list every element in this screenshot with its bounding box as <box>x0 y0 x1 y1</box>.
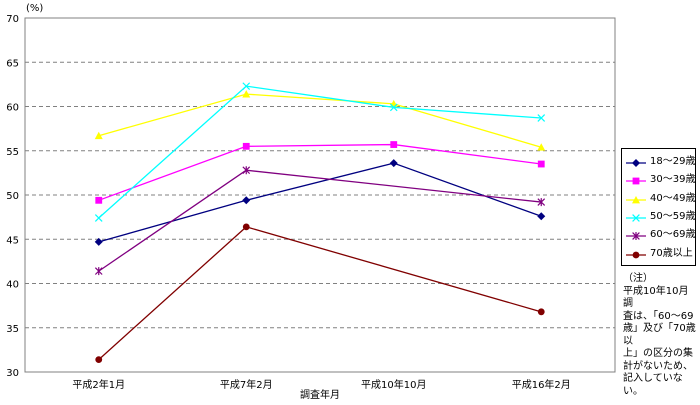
note-heading: （注） <box>623 273 653 284</box>
legend-marker <box>632 214 640 222</box>
data-point <box>242 223 250 231</box>
series-lines <box>94 82 546 364</box>
y-tick-label: 50 <box>6 191 19 202</box>
x-axis-title: 調査年月 <box>300 388 340 401</box>
note-body: 平成10年10月調 査は、「60～69 歳」及び「70歳以 上」の区分の集 計が… <box>623 285 696 397</box>
legend-item: 70歳以上 <box>622 246 697 263</box>
y-tick-label: 45 <box>6 235 19 246</box>
data-point <box>94 237 103 246</box>
data-point <box>94 214 103 222</box>
legend-swatch <box>626 251 646 258</box>
x-tick-label: 平成2年1月 <box>72 378 125 391</box>
legend-marker <box>632 159 640 167</box>
series-1 <box>94 159 546 246</box>
legend-swatch <box>626 177 646 185</box>
legend-marker <box>632 195 640 203</box>
data-point <box>537 114 546 122</box>
legend-swatch <box>626 214 646 222</box>
legend-label: 40～49歳 <box>650 192 696 204</box>
legend-label: 30～39歳 <box>650 174 696 186</box>
series-3 <box>94 90 546 151</box>
legend-marker <box>632 251 640 258</box>
data-point <box>537 143 546 151</box>
legend-item: 60～69歳 <box>622 227 697 244</box>
series-line <box>98 226 542 361</box>
data-point <box>242 166 251 175</box>
x-tick-label: 平成7年2月 <box>220 378 273 391</box>
series-line <box>98 143 542 201</box>
y-tick-label: 40 <box>6 280 19 291</box>
data-point <box>389 159 398 168</box>
gridlines <box>25 61 615 329</box>
legend-item: 18～29歳 <box>622 154 697 171</box>
series-line <box>98 93 542 148</box>
legend-item: 50～59歳 <box>622 209 697 226</box>
series-6 <box>95 223 545 364</box>
series-5 <box>94 166 546 276</box>
y-tick-label: 65 <box>6 58 19 69</box>
chart-note: （注） 平成10年10月調 査は、「60～69 歳」及び「70歳以 上」の区分の… <box>623 273 697 398</box>
legend-marker <box>632 232 640 241</box>
y-tick-labels: 30 35 40 45 50 55 60 65 70 <box>6 14 19 379</box>
x-tick-label: 平成16年2月 <box>512 378 571 391</box>
legend-label: 50～59歳 <box>650 210 696 222</box>
y-tick-label: 35 <box>6 324 19 335</box>
data-point <box>537 308 545 316</box>
data-point <box>242 90 251 98</box>
legend-swatch <box>626 195 646 203</box>
legend-label: 60～69歳 <box>650 229 696 241</box>
y-tick-label: 30 <box>6 368 19 379</box>
legend-item: 30～39歳 <box>622 172 697 189</box>
y-tick-label: 55 <box>6 147 19 158</box>
data-point <box>242 82 251 90</box>
x-tick-labels: 平成2年1月 平成7年2月 平成10年10月 平成16年2月 <box>72 378 570 391</box>
data-point <box>537 212 546 221</box>
legend-label: 70歳以上 <box>650 247 693 259</box>
data-point <box>537 198 546 207</box>
series-2 <box>95 141 545 204</box>
data-point <box>242 142 250 150</box>
series-line <box>98 85 542 219</box>
data-point <box>389 103 398 112</box>
legend-item: 40～49歳 <box>622 191 697 208</box>
series-line <box>98 162 542 243</box>
y-tick-label: 60 <box>6 103 19 114</box>
data-point <box>390 141 398 148</box>
legend-swatch <box>626 159 646 167</box>
data-point <box>94 131 103 140</box>
legend-swatch <box>626 232 646 241</box>
data-point <box>95 196 103 204</box>
data-point <box>537 160 545 168</box>
series-4 <box>94 82 546 222</box>
legend-label: 18～29歳 <box>650 156 696 167</box>
x-tick-label: 平成10年10月 <box>361 378 426 391</box>
legend: 18～29歳 30～39歳 40～49歳 50～59歳 60～69歳 70歳以上 <box>621 148 696 266</box>
y-tick-label: 70 <box>6 14 19 25</box>
data-point <box>95 356 103 364</box>
y-axis-unit-label: (%) <box>26 3 43 14</box>
plot-area <box>24 17 616 373</box>
data-point <box>242 196 251 205</box>
data-point <box>94 267 103 276</box>
legend-marker <box>632 177 640 185</box>
series-line <box>98 169 542 272</box>
